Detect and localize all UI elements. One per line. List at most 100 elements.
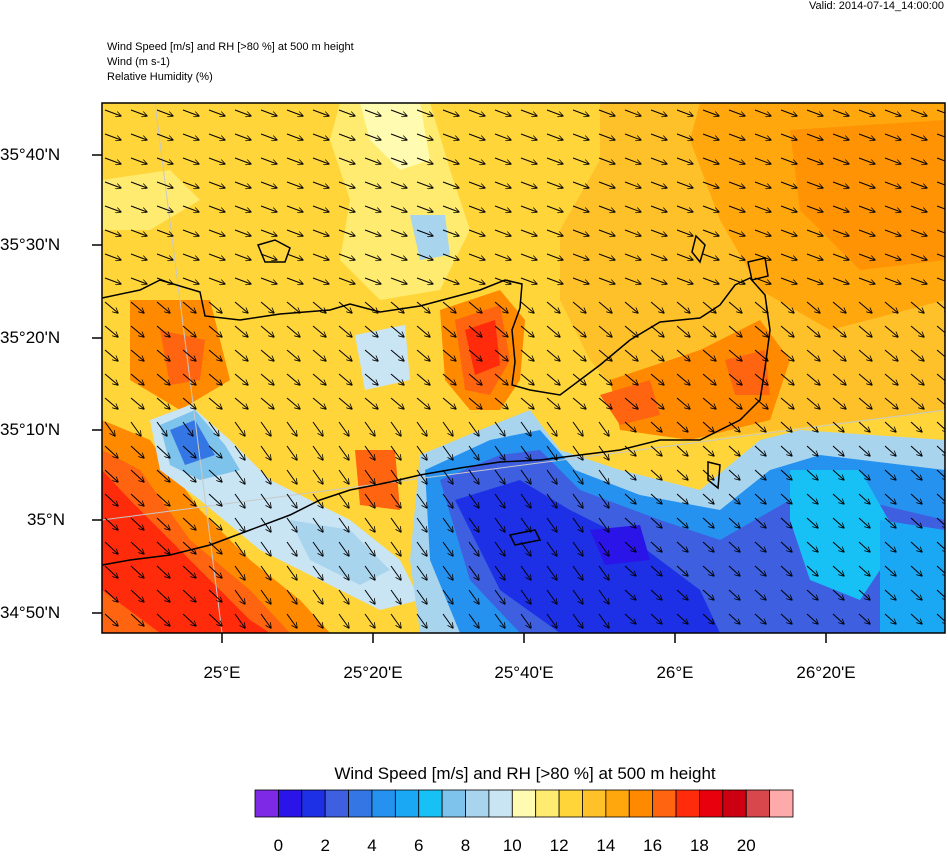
wind-arrow [676,157,693,164]
colorbar-swatch [511,789,537,818]
wind-arrow [104,229,121,236]
wind-arrow [676,565,688,576]
wind-arrow [364,469,375,484]
wind-arrow [260,445,271,460]
wind-arrow [442,229,459,236]
wind-arrow [832,469,844,480]
wind-arrow [390,133,407,140]
wind-arrow [182,565,196,578]
wind-arrow [702,205,719,212]
wind-arrow [130,469,144,482]
wind-arrow [260,373,274,385]
wind-arrow [182,397,196,409]
wind-arrow [364,493,375,508]
wind-arrow [884,373,898,385]
wind-arrow [936,133,945,138]
wind-arrow [806,469,818,480]
wind-arrow [260,565,271,580]
wind-arrow [832,421,844,432]
wind-arrow [858,421,870,432]
wind-arrow [624,253,641,260]
wind-arrow [884,157,901,164]
wind-arrow [260,205,277,212]
wind-arrow [104,589,118,602]
wind-arrow [156,421,167,436]
wind-arrow [572,229,589,236]
wind-arrow [676,541,688,552]
wind-arrow [650,205,667,212]
wind-arrow [806,493,818,504]
wind-arrow [858,565,870,576]
wind-arrow [806,397,820,409]
wind-arrow [676,397,690,409]
wind-arrow [520,349,534,361]
wind-arrow [702,517,714,528]
colorbar-label: 2 [320,836,330,855]
wind-arrow [650,229,667,236]
wind-arrow [468,541,479,556]
wind-arrow [494,205,511,212]
wind-arrow [650,109,667,116]
wind-arrow [520,373,534,385]
wind-arrow [624,229,641,236]
wind-arrow [546,325,560,337]
wind-arrow [936,493,945,504]
wind-arrow [650,133,667,140]
colorbar-label: 14 [596,836,616,855]
wind-arrow [364,349,378,361]
wind-arrow [468,157,485,164]
colorbar-swatch [558,789,583,818]
colorbar-label: 20 [736,836,756,855]
wind-arrow [390,493,401,508]
wind-arrow [806,133,823,140]
wind-arrow [364,229,381,236]
wind-arrow [442,613,453,628]
wind-arrow [234,493,245,508]
wind-arrow [910,229,927,236]
wind-arrow [572,541,583,556]
wind-arrow [182,229,199,236]
wind-arrow [546,613,557,628]
wind-arrow [156,181,173,188]
colorbar-swatch [605,789,630,818]
wind-arrow [546,205,563,212]
wind-arrow [130,493,144,506]
wind-arrow [104,493,118,506]
wind-arrow [676,277,693,284]
wind-arrow [936,325,945,337]
wind-arrow [650,181,667,188]
wind-arrow [390,253,407,260]
wind-arrow [754,133,771,140]
wind-arrow [858,493,870,504]
wind-arrow [624,325,638,337]
wind-arrow [182,613,196,626]
wind-arrow [598,469,609,484]
wind-arrow [676,613,688,624]
wind-arrow [468,445,479,460]
wind-arrow [572,181,589,188]
wind-arrow [364,373,378,385]
wind-arrow [728,157,745,164]
wind-arrow [702,133,719,140]
wind-arrow [624,565,636,576]
wind-arrow [520,469,531,484]
wind-arrow [468,301,482,313]
wind-arrow [832,397,846,409]
wind-arrow [286,133,303,140]
wind-arrow [910,445,922,456]
wind-arrow [546,541,557,556]
wind-arrow [416,541,427,556]
wind-arrow [806,613,818,624]
wind-arrow [416,349,430,361]
wind-arrow [832,373,846,385]
wind-arrow [910,133,927,140]
wind-arrow [104,613,118,626]
wind-arrow [572,301,586,313]
wind-arrow [338,109,355,116]
wind-arrow [468,253,485,260]
wind-arrow [650,565,662,576]
wind-arrow [884,397,898,409]
wind-arrow [104,349,118,361]
wind-arrow [468,613,479,628]
wind-arrow [806,229,823,236]
